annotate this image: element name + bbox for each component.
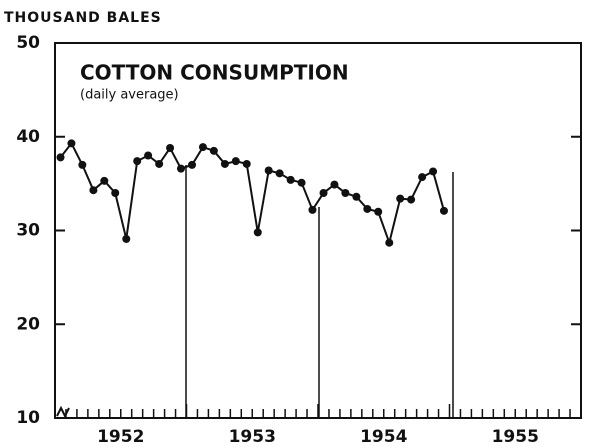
data-point [396,194,405,203]
data-point [363,204,372,213]
data-point [242,159,251,168]
x-tick-label: 1955 [492,427,539,447]
data-point [56,153,65,162]
y-tick-label: 10 [16,408,40,428]
data-point [374,207,383,216]
data-point [231,157,240,166]
data-point [188,160,197,169]
data-point [220,159,229,168]
data-point [341,189,350,197]
data-point [176,164,185,173]
x-tick-label: 1954 [360,427,407,447]
data-point [144,151,153,160]
data-point [100,176,109,185]
data-point [385,238,394,247]
data-point [286,175,295,184]
data-point [89,186,98,195]
data-point [253,228,262,237]
data-point [209,146,218,155]
data-point [78,160,87,169]
data-point [407,195,416,204]
data-point [429,167,438,176]
y-tick-label: 20 [16,314,40,334]
y-tick-label: 30 [16,221,40,241]
y-axis-label: THOUSAND BALES [4,10,162,26]
data-point [166,144,175,152]
data-point [155,159,164,168]
data-point [297,178,306,187]
data-point [352,192,361,201]
data-point [111,189,120,197]
data-point [67,139,76,148]
axis-break [56,405,70,419]
data-point [439,206,448,215]
data-point [275,169,284,178]
y-tick-label: 40 [16,127,40,147]
data-point [264,166,273,175]
chart-subtitle: (daily average) [80,88,179,103]
data-point [133,157,142,166]
data-point [319,189,328,197]
chart-title: COTTON CONSUMPTION [80,61,349,85]
data-point [198,143,207,152]
data-point [308,205,317,214]
data-line [59,141,445,247]
data-point [330,180,339,189]
x-tick-label: 1953 [229,427,276,447]
y-tick-label: 50 [16,33,40,53]
data-point [418,173,427,182]
x-tick-label: 1952 [97,427,144,447]
data-point [122,234,131,243]
